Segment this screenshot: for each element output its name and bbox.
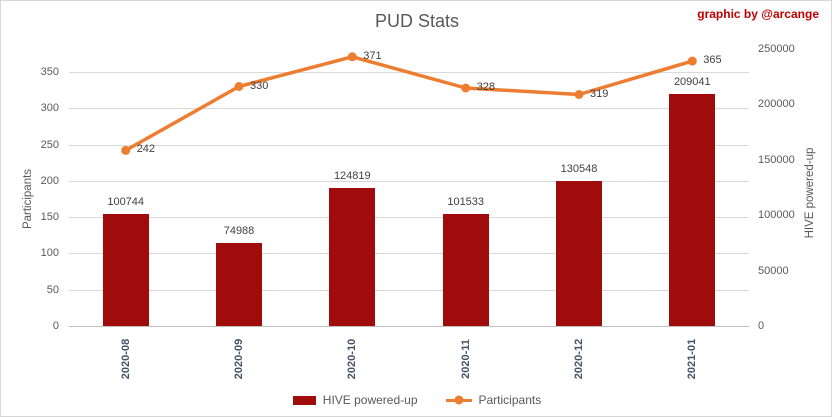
line-series-swatch-icon (445, 395, 472, 405)
legend: HIVE powered-up Participants (1, 393, 831, 407)
gridline (69, 72, 749, 73)
gridline (69, 108, 749, 110)
gridline (69, 253, 749, 255)
bar-2020-11 (442, 213, 489, 326)
y-axis-tick-left: 0 (52, 320, 59, 332)
line-value-label: 330 (250, 79, 269, 92)
legend-label-participants: Participants (478, 393, 542, 407)
bar-2020-09 (216, 242, 262, 326)
bar-2020-08 (102, 214, 149, 326)
y-axis-tick-right: 100000 (758, 209, 795, 222)
line-marker-icon (454, 395, 463, 405)
y-axis-tick-left: 150 (40, 211, 59, 224)
x-axis-label-2020-08: 2020-08 (119, 338, 132, 380)
line-point-2020-09 (234, 82, 244, 91)
y-axis-tick-right: 50000 (758, 264, 789, 277)
line-point-2020-08 (121, 145, 131, 155)
line-value-label: 365 (703, 54, 722, 67)
bar-2020-10 (329, 187, 376, 326)
line-value-label: 328 (476, 81, 496, 93)
y-axis-tick-left: 350 (40, 66, 59, 78)
participants-line (123, 55, 695, 153)
gridline (69, 217, 749, 219)
line-point-2021-01 (687, 56, 697, 66)
line-value-label: 242 (136, 143, 156, 156)
bar-value-label: 209041 (673, 76, 711, 89)
gridline (69, 144, 749, 146)
legend-item-participants: Participants (445, 393, 542, 407)
line-point-2020-11 (461, 83, 471, 93)
line-point-2020-10 (347, 52, 357, 62)
x-axis-label-2020-09: 2020-09 (233, 338, 245, 380)
gridline (69, 289, 749, 291)
bar-value-label: 124819 (333, 169, 371, 182)
gridline (69, 180, 749, 182)
x-axis-label-2021-01: 2021-01 (686, 338, 699, 380)
x-axis-line (69, 326, 749, 327)
y-axis-tick-right: 150000 (758, 153, 795, 166)
bar-value-label: 101533 (447, 195, 485, 208)
line-value-label: 319 (590, 87, 609, 100)
y-axis-tick-left: 250 (40, 138, 59, 151)
line-point-2020-12 (574, 90, 584, 99)
legend-item-hive-powered-up: HIVE powered-up (292, 393, 418, 407)
bar-value-label: 100744 (107, 196, 145, 209)
bar-value-label: 74988 (223, 224, 255, 237)
y-axis-tick-right: 250000 (758, 43, 795, 55)
y-axis-tick-left: 100 (40, 247, 59, 260)
x-axis-label-2020-10: 2020-10 (346, 338, 359, 380)
bar-2020-12 (556, 181, 602, 326)
chart-title: PUD Stats (374, 11, 460, 31)
attribution-credit: graphic by @arcange (697, 7, 819, 21)
bar-value-label: 130548 (560, 163, 598, 176)
x-axis-label-2020-11: 2020-11 (459, 339, 472, 379)
y-axis-tick-right: 200000 (758, 98, 795, 111)
legend-label-hive-powered-up: HIVE powered-up (322, 393, 418, 407)
y-axis-tick-left: 50 (46, 283, 59, 296)
bar-2021-01 (669, 94, 716, 326)
x-axis-label-2020-12: 2020-12 (573, 338, 585, 380)
line-value-label: 371 (363, 49, 382, 62)
y-axis-tick-left: 200 (40, 174, 59, 187)
y-axis-tick-left: 300 (40, 102, 59, 115)
bar-series-swatch-icon (292, 395, 316, 405)
y-axis-tick-right: 0 (758, 320, 765, 332)
